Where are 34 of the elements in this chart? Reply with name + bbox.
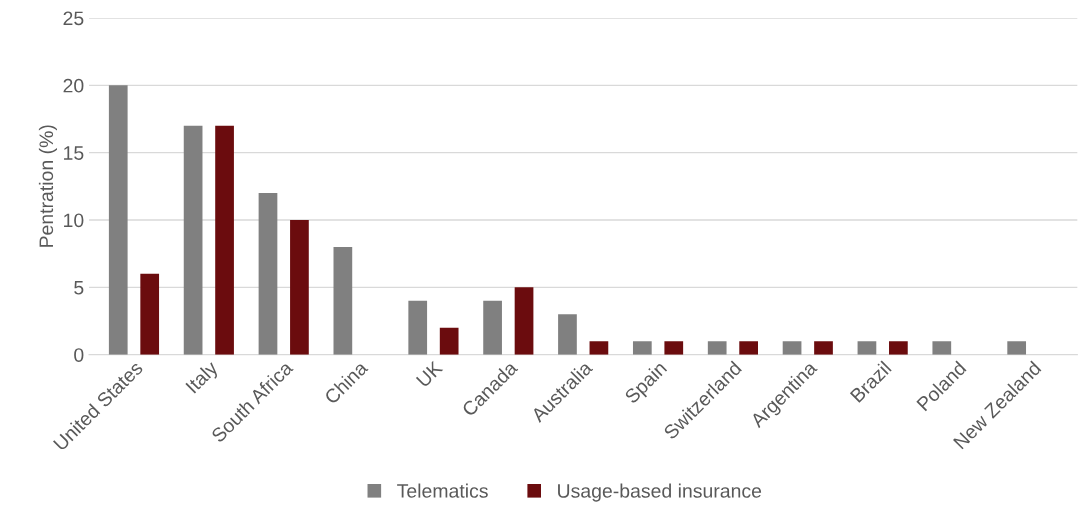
bar [814,341,833,355]
bar [140,273,160,355]
bar [215,125,234,355]
bar [108,85,128,355]
bar [1007,341,1027,355]
bar [514,287,534,355]
x-tick-label: UK [415,360,444,388]
bar [664,341,684,355]
bar [183,125,203,355]
y-tick-label: 10 [64,213,84,228]
y-tick-label: 25 [63,11,84,26]
y-tick-label: 5 [74,280,84,295]
bar [739,341,758,355]
bar [707,341,727,355]
legend-label: Usage-based insurance [558,483,762,502]
y-tick-label: 20 [63,78,84,93]
y-axis-title: Pentration (%) [38,125,57,247]
bar [439,327,459,355]
legend-label: Telematics [397,483,488,498]
bar [632,341,652,355]
x-tick-label: Italy [184,359,222,397]
y-tick-label: 0 [74,348,84,362]
bar [333,246,353,355]
bar [889,341,908,355]
bar [782,341,802,355]
bar [932,341,952,355]
bar [483,300,502,355]
bar [857,341,877,355]
bar [258,193,278,355]
bar [408,300,428,355]
y-tick-label: 15 [64,146,84,160]
bar [589,341,609,355]
bar [290,219,309,355]
bar [558,314,577,355]
